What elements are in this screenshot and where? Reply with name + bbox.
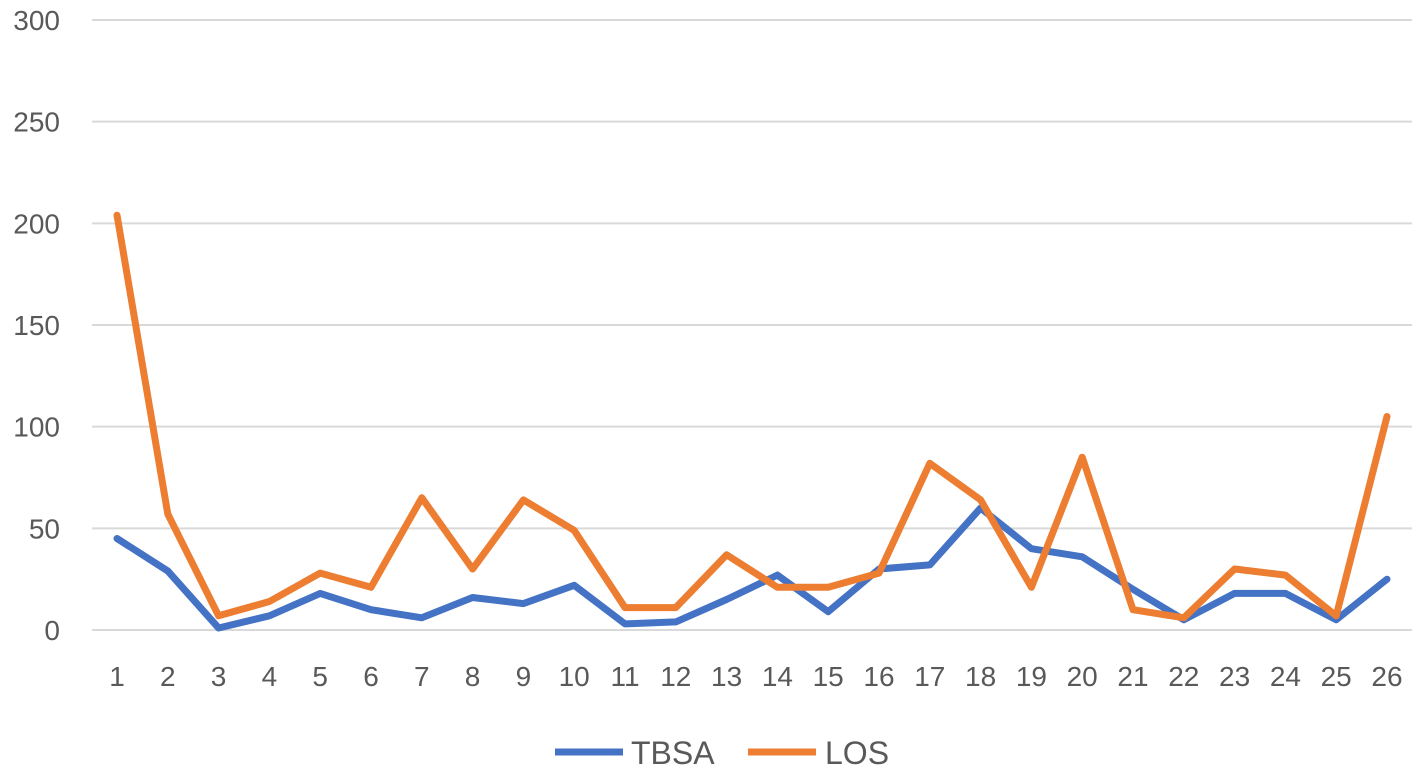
x-tick-label: 17 (914, 661, 945, 692)
x-tick-label: 11 (610, 661, 639, 692)
series-lines (113, 211, 1391, 632)
legend-label-los: LOS (825, 735, 889, 771)
series-line-los (113, 211, 1391, 622)
x-tick-label: 14 (762, 661, 793, 692)
x-tick-label: 2 (160, 661, 176, 692)
y-tick-label: 100 (13, 412, 60, 443)
x-tick-label: 10 (559, 661, 590, 692)
x-tick-label: 7 (414, 661, 430, 692)
gridlines (92, 19, 1412, 631)
x-tick-label: 23 (1219, 661, 1250, 692)
x-tick-label: 1 (109, 661, 125, 692)
x-tick-label: 20 (1067, 661, 1098, 692)
x-tick-label: 4 (262, 661, 278, 692)
x-axis-tick-labels: 1 2 3 4 5 6 7 8 9 10 11 12 13 14 15 16 17 18 19 20 21 22 23 24 2… (109, 661, 1402, 692)
y-axis-tick-labels: 0 50 100 150 200 250 300 (13, 5, 60, 646)
y-tick-label: 300 (13, 5, 60, 36)
x-tick-label: 5 (312, 661, 328, 692)
y-tick-label: 50 (29, 513, 60, 544)
x-tick-label: 6 (363, 661, 379, 692)
x-tick-label: 9 (516, 661, 532, 692)
y-tick-label: 0 (44, 615, 60, 646)
y-tick-label: 250 (13, 107, 60, 138)
x-tick-label: 16 (863, 661, 894, 692)
y-tick-label: 150 (13, 310, 60, 341)
x-tick-label: 25 (1321, 661, 1352, 692)
x-tick-label: 19 (1016, 661, 1047, 692)
x-tick-label: 24 (1270, 661, 1301, 692)
x-tick-label: 21 (1117, 661, 1148, 692)
x-tick-label: 12 (660, 661, 691, 692)
legend-label-tbsa: TBSA (631, 735, 715, 771)
x-tick-label: 18 (965, 661, 996, 692)
y-tick-label: 200 (13, 208, 60, 239)
x-tick-label: 8 (465, 661, 481, 692)
legend: TBSA LOS (555, 735, 889, 771)
x-tick-label: 3 (211, 661, 227, 692)
x-tick-label: 13 (711, 661, 742, 692)
x-tick-label: 22 (1168, 661, 1199, 692)
x-tick-label: 15 (813, 661, 844, 692)
x-tick-label: 26 (1371, 661, 1402, 692)
